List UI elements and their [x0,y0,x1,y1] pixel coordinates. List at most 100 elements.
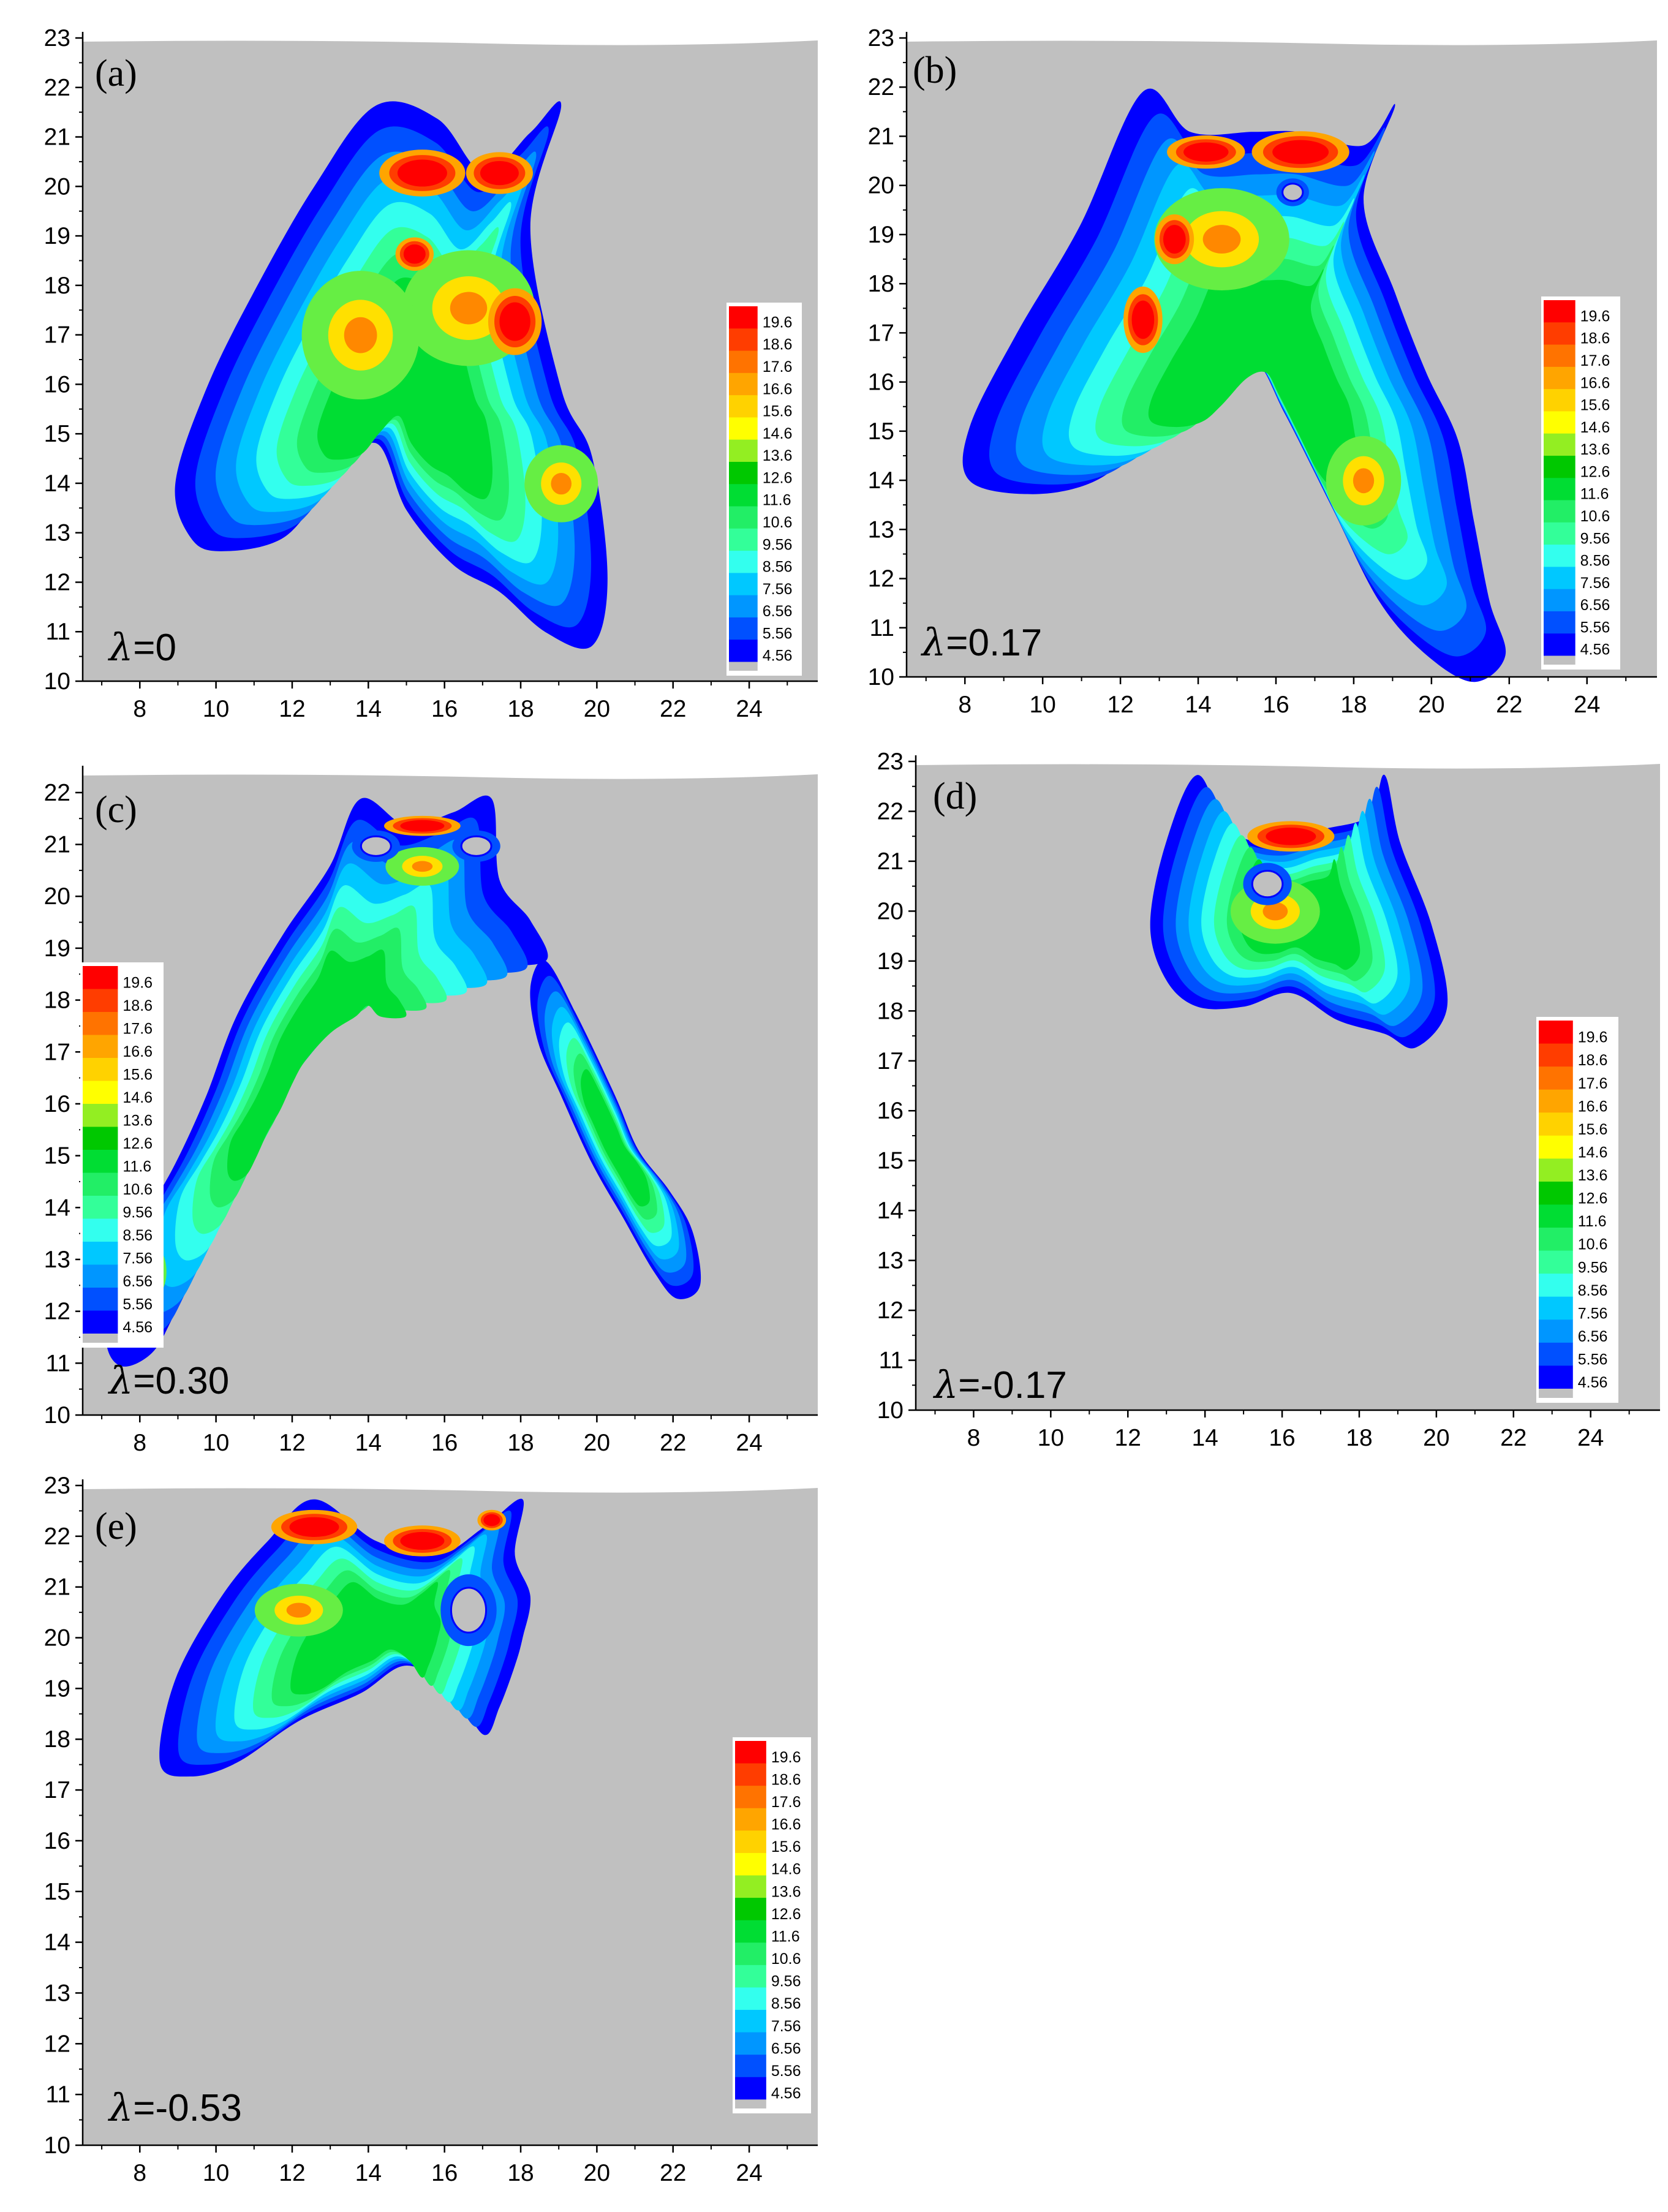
y-tick-label: 21 [44,1574,70,1601]
colorbar-label: 12.6 [763,469,793,486]
contour-hot [483,1514,500,1527]
colorbar-label: 7.56 [123,1250,153,1267]
x-tick-label: 22 [660,2160,686,2186]
colorbar-label: 13.6 [123,1112,153,1130]
colorbar-label: 12.6 [1578,1190,1608,1207]
panel-e-svg: 10 11 12 13 14 15 16 17 18 19 20 21 22 23 8 10 12 14 16 18 2… [44,1473,818,2186]
lambda-label: λ=0 [107,625,176,670]
x-tick-label: 16 [1262,692,1289,718]
colorbar-label: 16.6 [1580,374,1610,391]
colorbar-swatch [83,1218,118,1242]
colorbar-label: 15.6 [123,1066,153,1084]
y-tick-label: 10 [877,1397,904,1424]
plot-background [83,774,818,1415]
y-tick-label: 22 [44,75,70,101]
contour-hole [450,1587,488,1634]
colorbar-below [1539,1388,1573,1398]
x-tick-label: 18 [507,1430,534,1456]
colorbar-label: 19.6 [771,1749,801,1766]
colorbar-swatch [735,1875,766,1898]
colorbar-swatch [735,1920,766,1943]
colorbar-label: 7.56 [1578,1305,1608,1322]
colorbar-swatch [83,1104,118,1127]
x-tick-label: 12 [1115,1425,1141,1451]
panel-tag: (b) [913,50,957,91]
colorbar-swatch [729,395,758,418]
colorbar-swatch [83,1058,118,1081]
x-tick-label: 18 [507,696,534,722]
lambda-label: λ=-0.53 [107,2085,242,2130]
panel-a-svg: 10 11 12 13 14 15 16 17 18 19 20 21 22 23 8 10 12 14 16 18 2… [44,25,818,722]
colorbar-swatch [735,1763,766,1786]
x-tick-label: 14 [1185,692,1211,718]
colorbar-swatch [83,1264,118,1288]
x-tick-label: 18 [1340,692,1367,718]
colorbar-swatch [83,1127,118,1150]
colorbar-label: 6.56 [771,2040,801,2057]
colorbar-swatch [1544,411,1576,434]
colorbar-swatch [83,1035,118,1059]
x-tick-label: 20 [1423,1425,1449,1451]
colorbar-swatch [83,1172,118,1196]
colorbar-label: 18.6 [1580,330,1610,347]
colorbar-swatch [735,1965,766,1988]
colorbar-label: 8.56 [1580,553,1610,570]
y-tick-label: 18 [44,1726,70,1753]
x-tick-label: 14 [1191,1425,1218,1451]
colorbar-label: 15.6 [763,403,793,420]
contour-warm [450,292,488,325]
y-tick-label: 11 [46,2082,71,2108]
colorbar-label: 14.6 [123,1089,153,1106]
colorbar-label: 9.56 [123,1204,153,1221]
colorbar-swatch [1539,1274,1573,1297]
colorbar-swatch [1539,1135,1573,1159]
y-tick-label: 10 [44,2132,70,2159]
y-tick-label: 20 [877,898,904,924]
y-tick-label: 23 [868,25,894,51]
contour-hot [1163,225,1186,254]
colorbar-label: 16.6 [771,1816,801,1833]
colorbar-label: 17.6 [1578,1075,1608,1092]
lambda-label: λ=0.30 [107,1358,229,1403]
colorbar-swatch [1544,344,1576,368]
colorbar-swatch [1544,478,1576,501]
y-tick-label: 19 [44,1675,70,1702]
colorbar-swatch [735,1741,766,1764]
y-tick-label: 21 [44,832,70,858]
contour-hot [403,244,426,264]
y-tick-label: 16 [44,1828,70,1854]
y-tick-label: 13 [877,1248,904,1274]
y-tick-label: 17 [44,322,70,349]
y-tick-label: 17 [868,320,894,346]
colorbar-label: 13.6 [771,1883,801,1900]
colorbar-label: 12.6 [1580,463,1610,480]
y-tick-label: 17 [44,1039,70,1065]
contour-warm [344,317,377,353]
panel-b-svg: 10 11 12 13 14 15 16 17 18 19 20 21 22 23 8 10 12 14 16 18 2… [868,25,1657,718]
colorbar-label: 14.6 [763,425,793,442]
x-tick-label: 10 [203,2160,229,2186]
x-tick-label: 24 [736,1430,762,1456]
contour-hot [289,1517,339,1538]
colorbar-swatch [1544,366,1576,390]
x-tick-label: 14 [355,696,382,722]
colorbar-label: 4.56 [1580,641,1610,659]
colorbar-swatch [729,350,758,374]
colorbar-swatch [735,1786,766,1809]
y-tick-label: 13 [44,1247,70,1273]
colorbar-label: 15.6 [1580,397,1610,414]
x-tick-label: 8 [958,692,972,718]
colorbar-label: 9.56 [1580,530,1610,547]
x-tick-label: 12 [279,2160,305,2186]
colorbar-label: 9.56 [771,1973,801,1990]
colorbar-label: 14.6 [1578,1144,1608,1161]
x-tick-label: 16 [431,1430,458,1456]
x-tick-label: 24 [1577,1425,1604,1451]
contour-hot [397,159,447,187]
colorbar-swatch [729,461,758,485]
contour-warm [412,861,433,872]
contour-warm [286,1602,311,1618]
y-tick-label: 12 [44,2031,70,2057]
colorbar-swatch [1544,633,1576,656]
contour-hot [1131,300,1155,339]
